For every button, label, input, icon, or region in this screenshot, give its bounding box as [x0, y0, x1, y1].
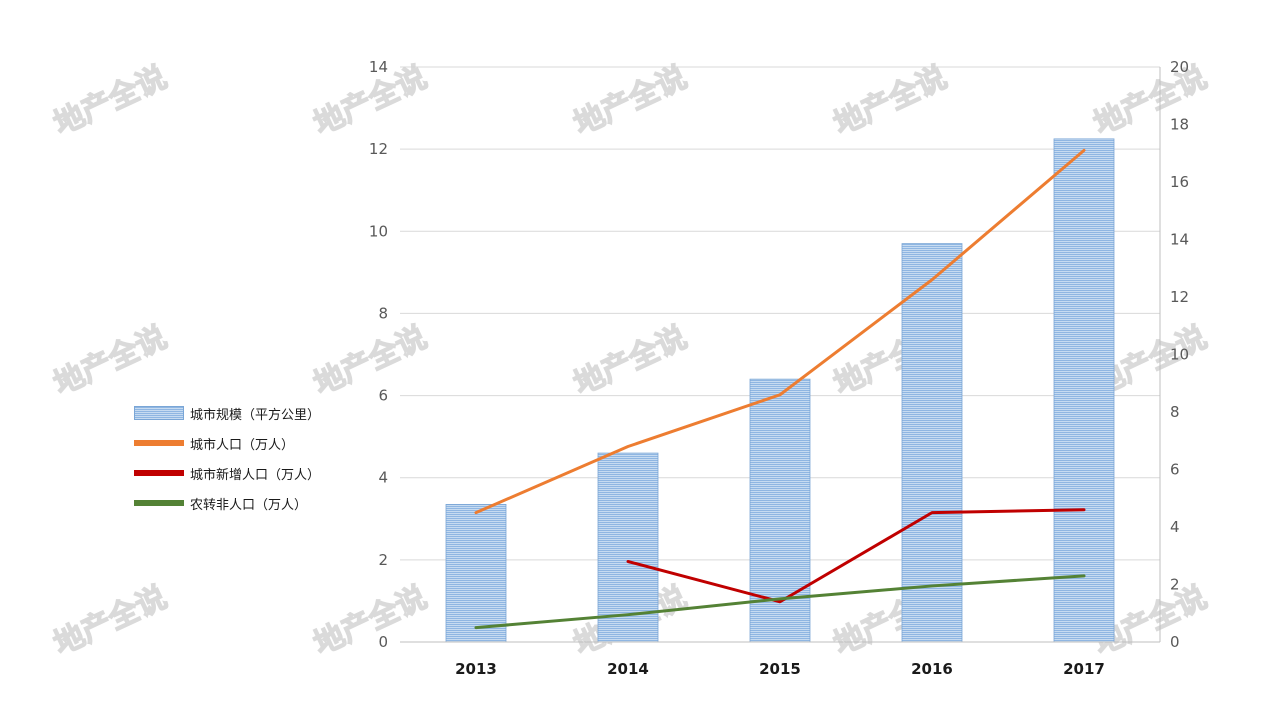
watermark-text: 地产全说	[1089, 60, 1213, 142]
watermark-text: 地产全说	[49, 580, 173, 662]
right-axis-tick-label: 12	[1170, 288, 1189, 306]
legend-swatch-line	[134, 500, 184, 506]
right-axis-tick-label: 8	[1170, 403, 1180, 421]
x-axis-tick-label: 2016	[911, 660, 953, 678]
bar-series	[445, 138, 1115, 643]
left-axis-tick-label: 8	[378, 304, 388, 322]
axes: 0 2 4 6 8 10 12 14 0 2 4 6 8 10 12 14 16 18 20 2013 2014 2015…	[369, 58, 1189, 678]
right-axis-tick-label: 4	[1170, 518, 1180, 536]
legend-item-city-population: 城市人口（万人）	[134, 432, 364, 454]
left-axis-tick-label: 2	[378, 551, 388, 569]
right-axis-tick-label: 2	[1170, 576, 1180, 594]
left-axis-tick-label: 14	[369, 58, 388, 76]
legend-swatch-line	[134, 440, 184, 446]
watermark-text: 地产全说	[569, 320, 693, 402]
watermark-text: 地产全说	[569, 60, 693, 142]
x-axis-tick-label: 2014	[607, 660, 649, 678]
right-axis-tick-label: 20	[1170, 58, 1189, 76]
watermark-text: 地产全说	[829, 60, 953, 142]
x-axis-tick-label: 2015	[759, 660, 801, 678]
left-axis-tick-label: 0	[378, 633, 388, 651]
watermark-text: 地产全说	[309, 320, 433, 402]
legend: 城市规模（平方公里） 城市人口（万人） 城市新增人口（万人） 农转非人口（万人）	[134, 402, 364, 522]
watermark-text: 地产全说	[49, 320, 173, 402]
legend-swatch-bar	[134, 406, 184, 420]
legend-item-city-area: 城市规模（平方公里）	[134, 402, 364, 424]
legend-swatch-line	[134, 470, 184, 476]
legend-label: 城市新增人口（万人）	[190, 467, 321, 483]
left-axis-tick-label: 12	[369, 140, 388, 158]
bar	[445, 504, 507, 643]
legend-label: 农转非人口（万人）	[190, 497, 308, 513]
series-line-3	[474, 574, 1086, 630]
right-axis-tick-label: 6	[1170, 461, 1180, 479]
legend-label: 城市规模（平方公里）	[190, 407, 321, 423]
legend-label: 城市人口（万人）	[190, 437, 295, 453]
series-line-2	[626, 508, 1086, 604]
series-line-1	[474, 148, 1086, 515]
legend-item-converted-population: 农转非人口（万人）	[134, 492, 364, 514]
bar	[1053, 138, 1115, 643]
x-axis-tick-label: 2017	[1063, 660, 1105, 678]
right-axis-tick-label: 16	[1170, 173, 1189, 191]
watermark-text: 地产全说	[49, 60, 173, 142]
bar	[597, 452, 659, 643]
legend-item-new-population: 城市新增人口（万人）	[134, 462, 364, 484]
left-axis-tick-label: 6	[378, 387, 388, 405]
line-series-layer	[474, 148, 1086, 630]
left-axis-tick-label: 4	[378, 469, 388, 487]
right-axis-tick-label: 14	[1170, 231, 1189, 249]
left-axis-tick-label: 10	[369, 222, 388, 240]
watermark-text: 地产全说	[309, 580, 433, 662]
right-axis-tick-label: 10	[1170, 346, 1189, 364]
x-axis-tick-label: 2013	[455, 660, 497, 678]
right-axis-tick-label: 18	[1170, 116, 1189, 134]
bar	[901, 243, 963, 643]
right-axis-tick-label: 0	[1170, 633, 1180, 651]
